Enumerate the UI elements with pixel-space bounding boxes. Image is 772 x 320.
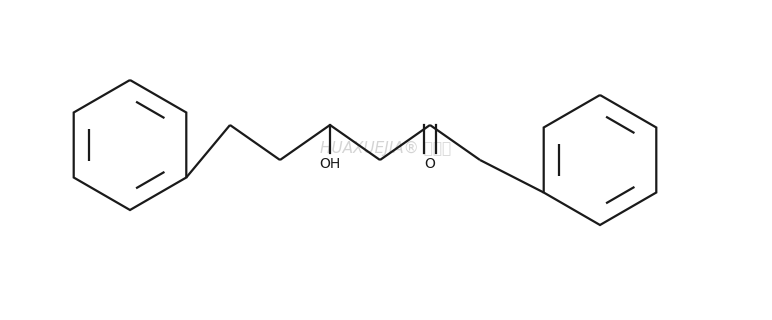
Text: O: O [425,157,435,171]
Text: OH: OH [320,157,340,171]
Text: HUAXUEJIA® 化学加: HUAXUEJIA® 化学加 [320,140,452,156]
